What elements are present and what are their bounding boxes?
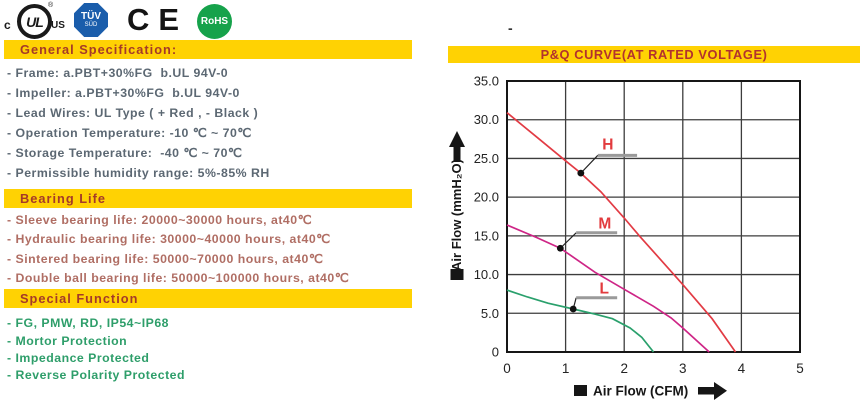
bearing-item: - Sintered bearing life: 50000~70000 hou… [7,252,324,266]
ul-circle: UL [17,4,52,39]
spec-item: - Operation Temperature: -10 ℃ ~ 70℃ [7,126,252,140]
x-axis-tick-label: 4 [738,361,746,376]
ul-letters: UL [26,13,44,30]
spec-item: - Impeller: a.PBT+30%FG b.UL 94V-0 [7,86,240,100]
chart-title-bar: P&Q CURVE(AT RATED VOLTAGE) [448,46,860,63]
bearing-item: - Sleeve bearing life: 20000~30000 hours… [7,213,312,227]
callout-dot-H [577,169,585,177]
rohs-label: RoHS [200,16,229,27]
x-axis-tick-label: 2 [620,361,628,376]
x-axis-tick-label: 3 [679,361,687,376]
curve-label-L: L [600,281,609,298]
special-function-item: - Mortor Protection [7,334,128,348]
section-header-bearing-life: Bearing Life [4,189,412,208]
pq-curve-chart: 35.0 30.0 25.0 20.0 15.0 10.0 5.0 00 1 2 3 4 5 Air Fl… [449,74,804,400]
plot-border [506,80,801,353]
curve-H [506,112,737,353]
special-function-item: - Impedance Protected [7,351,150,365]
x-axis-tick-label: 0 [503,361,511,376]
bearing-item: - Double ball bearing life: 50000~100000… [7,271,350,285]
curve-L [506,289,655,353]
callout-dot-L [569,305,577,313]
callout-leader-H [580,154,599,174]
tuv-sud-label: SÜD [84,21,98,28]
ul-us-label: US [51,20,65,31]
page-dash: - [508,20,513,36]
y-axis-tick-label: 15.0 [474,228,499,243]
section-header-special-function: Special Function [4,289,412,308]
certification-logos: c UL ® US TÜV SÜD CE RoHS [0,0,430,40]
ul-c-label: c [4,18,11,32]
curve-label-H: H [602,136,613,153]
y-axis-tick-label: 35.0 [474,74,499,89]
callout-leader-M [559,232,577,249]
y-axis-arrow-shaft [453,145,461,162]
ul-cert-icon: c UL ® US [4,2,70,39]
y-axis-label: Air Flow (mmH₂O) [449,159,464,271]
spec-item: - Storage Temperature: -40 ℃ ~ 70℃ [7,146,243,160]
ul-registered-mark: ® [48,2,54,9]
y-axis-tick-label: 30.0 [474,112,499,127]
spec-item: - Frame: a.PBT+30%FG b.UL 94V-0 [7,66,229,80]
tuv-sud-icon: TÜV SÜD [74,3,108,37]
y-axis-tick-label: 5.0 [481,306,499,321]
rohs-icon: RoHS [197,4,232,39]
y-axis-tick-label: 25.0 [474,151,499,166]
bearing-item: - Hydraulic bearing life: 30000~40000 ho… [7,232,331,246]
curve-M [506,224,710,353]
special-function-item: - Reverse Polarity Protected [7,368,186,382]
x-axis-label: Air Flow (CFM) [593,384,688,399]
x-axis-tick-label: 5 [796,361,804,376]
x-axis-arrow-right-icon [714,382,727,400]
y-axis-tick-label: 10.0 [474,267,499,282]
spec-item: - Permissible humidity range: 5%-85% RH [7,166,270,180]
tuv-label: TÜV [81,10,101,22]
spec-item: - Lead Wires: UL Type ( + Red , - Black … [7,106,259,120]
x-axis-square-icon [574,385,587,396]
ce-mark-icon: CE [127,2,189,37]
y-axis-arrow-up-icon [449,131,465,147]
x-axis-arrow-shaft [698,387,714,395]
y-axis-tick-label: 0 [492,345,499,360]
y-axis-square-icon [450,269,464,280]
y-axis-tick-label: 20.0 [474,190,499,205]
curve-label-M: M [598,215,611,232]
section-header-general-specification: General Specification: [4,40,412,59]
callout-dot-M [556,244,564,252]
x-axis-tick-label: 1 [562,361,570,376]
special-function-item: - FG, PMW, RD, IP54~IP68 [7,316,169,330]
